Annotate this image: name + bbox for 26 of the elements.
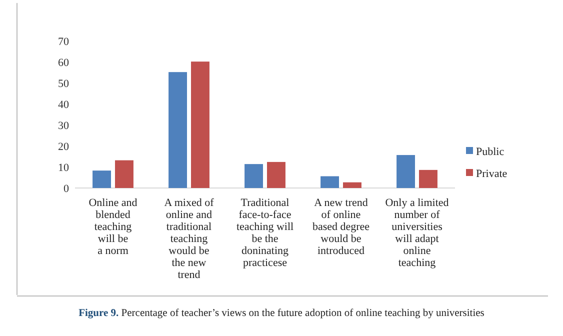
y-tick-label: 10 xyxy=(58,162,70,174)
bar xyxy=(396,155,415,188)
bar xyxy=(92,170,111,188)
text: Figure 9. Percentage of teacher’s views on the future adoption of online teaching by universities xyxy=(78,308,484,319)
x-tick-label: Traditional face-to-face teaching will be the doninating practicese xyxy=(236,197,294,269)
y-tick-label: 20 xyxy=(58,140,70,153)
y-tick-label: 70 xyxy=(58,36,70,48)
bar xyxy=(115,160,134,188)
bar xyxy=(419,170,438,188)
bar xyxy=(244,164,263,188)
y-tick-label: 0 xyxy=(64,182,70,195)
bar xyxy=(267,162,286,188)
x-tick-label: A mixed of online and traditional teaching would be the new trend xyxy=(164,197,214,281)
bar xyxy=(168,72,187,188)
bar xyxy=(320,176,339,188)
x-tick-label: Online and blended teaching will be a norm xyxy=(88,197,138,257)
legend-label: Private xyxy=(476,168,508,180)
y-tick-label: 30 xyxy=(58,120,70,132)
x-tick-label: A new trend of online based degree would be introduced xyxy=(312,197,370,257)
legend-label: Public xyxy=(476,146,504,158)
x-tick-label: Only a limited number of universities will adapt online teaching xyxy=(385,197,450,269)
y-tick-label: 40 xyxy=(58,98,70,111)
y-tick-label: 60 xyxy=(58,56,70,69)
bar xyxy=(343,182,362,188)
y-tick-label: 50 xyxy=(58,78,70,90)
bar xyxy=(191,62,210,188)
